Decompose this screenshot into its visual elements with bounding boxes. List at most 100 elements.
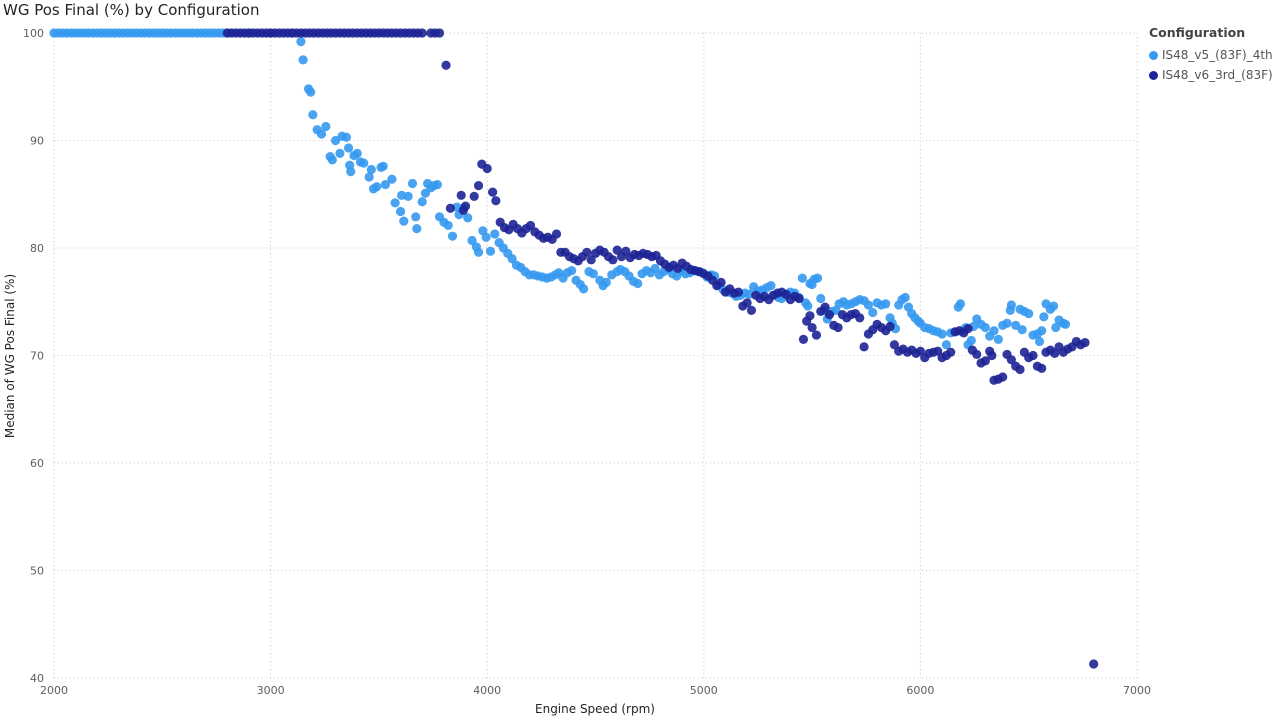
data-point[interactable] (1017, 325, 1027, 335)
data-point[interactable] (1011, 320, 1021, 330)
data-point[interactable] (417, 197, 427, 207)
legend-item-v6[interactable]: IS48_v6_3rd_(83F) (1149, 65, 1273, 85)
data-point[interactable] (742, 298, 752, 308)
data-point[interactable] (578, 284, 589, 294)
data-point[interactable] (966, 335, 976, 346)
data-point[interactable] (473, 181, 484, 191)
data-point[interactable] (586, 255, 596, 265)
data-point[interactable] (390, 198, 400, 208)
data-point[interactable] (441, 60, 451, 70)
data-point[interactable] (434, 28, 445, 38)
data-point[interactable] (855, 313, 865, 323)
data-point[interactable] (399, 216, 409, 226)
data-point[interactable] (811, 330, 822, 340)
data-point[interactable] (1037, 326, 1047, 336)
data-point[interactable] (805, 311, 815, 321)
data-point[interactable] (447, 231, 458, 241)
data-point[interactable] (407, 178, 418, 189)
data-point[interactable] (588, 269, 598, 279)
data-point[interactable] (417, 28, 427, 38)
data-point[interactable] (993, 334, 1003, 344)
data-point[interactable] (460, 201, 471, 211)
data-point[interactable] (1049, 301, 1059, 311)
data-point[interactable] (980, 356, 990, 366)
data-point[interactable] (933, 346, 943, 356)
data-point[interactable] (1060, 319, 1071, 329)
data-point[interactable] (972, 349, 982, 360)
data-point[interactable] (1028, 350, 1038, 361)
data-point[interactable] (803, 301, 813, 311)
data-point[interactable] (1039, 312, 1049, 322)
data-point[interactable] (900, 292, 910, 303)
data-point[interactable] (321, 121, 331, 132)
data-point[interactable] (335, 148, 345, 158)
data-point[interactable] (395, 206, 406, 217)
data-point[interactable] (812, 273, 823, 283)
data-point[interactable] (889, 340, 900, 350)
data-point[interactable] (881, 299, 891, 309)
data-point[interactable] (491, 196, 501, 206)
data-point[interactable] (364, 172, 374, 182)
data-point[interactable] (989, 326, 999, 336)
data-point[interactable] (863, 300, 874, 310)
data-point[interactable] (473, 247, 484, 257)
data-point[interactable] (445, 203, 455, 213)
data-points[interactable] (49, 28, 1099, 669)
data-point[interactable] (346, 167, 356, 177)
data-point[interactable] (469, 191, 479, 201)
data-point[interactable] (633, 278, 643, 289)
data-point[interactable] (1037, 363, 1047, 373)
data-point[interactable] (824, 310, 835, 320)
data-point[interactable] (378, 161, 388, 171)
data-point[interactable] (868, 307, 878, 318)
data-point[interactable] (507, 254, 517, 264)
data-point[interactable] (941, 340, 951, 350)
data-point[interactable] (481, 232, 491, 242)
data-point[interactable] (1006, 300, 1016, 310)
data-point[interactable] (650, 263, 660, 274)
data-point[interactable] (467, 235, 477, 246)
data-point[interactable] (298, 55, 308, 65)
data-point[interactable] (833, 322, 843, 333)
data-point[interactable] (366, 164, 376, 175)
data-point[interactable] (1002, 318, 1012, 328)
data-point[interactable] (359, 158, 369, 168)
data-point[interactable] (608, 255, 618, 265)
data-point[interactable] (316, 129, 327, 139)
data-point[interactable] (1006, 355, 1016, 365)
data-point[interactable] (1051, 322, 1061, 333)
data-point[interactable] (488, 187, 498, 197)
data-point[interactable] (387, 174, 397, 184)
data-point[interactable] (798, 334, 809, 344)
data-point[interactable] (443, 220, 453, 231)
data-point[interactable] (490, 229, 500, 239)
data-point[interactable] (456, 190, 466, 200)
data-point[interactable] (582, 247, 592, 257)
data-point[interactable] (746, 305, 757, 315)
data-point[interactable] (372, 182, 382, 192)
data-point[interactable] (551, 229, 562, 239)
data-point[interactable] (946, 347, 956, 357)
data-point[interactable] (915, 346, 926, 356)
data-point[interactable] (411, 212, 421, 222)
data-point[interactable] (816, 293, 826, 304)
data-point[interactable] (330, 135, 341, 146)
data-point[interactable] (612, 245, 622, 255)
data-point[interactable] (621, 246, 631, 256)
data-point[interactable] (601, 277, 611, 287)
data-point[interactable] (485, 246, 496, 256)
data-point[interactable] (963, 324, 973, 334)
data-point[interactable] (308, 110, 318, 120)
data-point[interactable] (432, 179, 442, 190)
data-point[interactable] (1080, 338, 1090, 348)
data-point[interactable] (794, 293, 804, 304)
data-point[interactable] (525, 220, 536, 231)
data-point[interactable] (412, 224, 422, 234)
data-point[interactable] (937, 329, 947, 339)
legend-item-v5[interactable]: IS48_v5_(83F)_4th (1149, 45, 1273, 65)
data-point[interactable] (733, 287, 744, 297)
data-point[interactable] (955, 299, 966, 309)
data-point[interactable] (403, 191, 413, 201)
data-point[interactable] (987, 350, 997, 361)
data-point[interactable] (380, 179, 390, 190)
